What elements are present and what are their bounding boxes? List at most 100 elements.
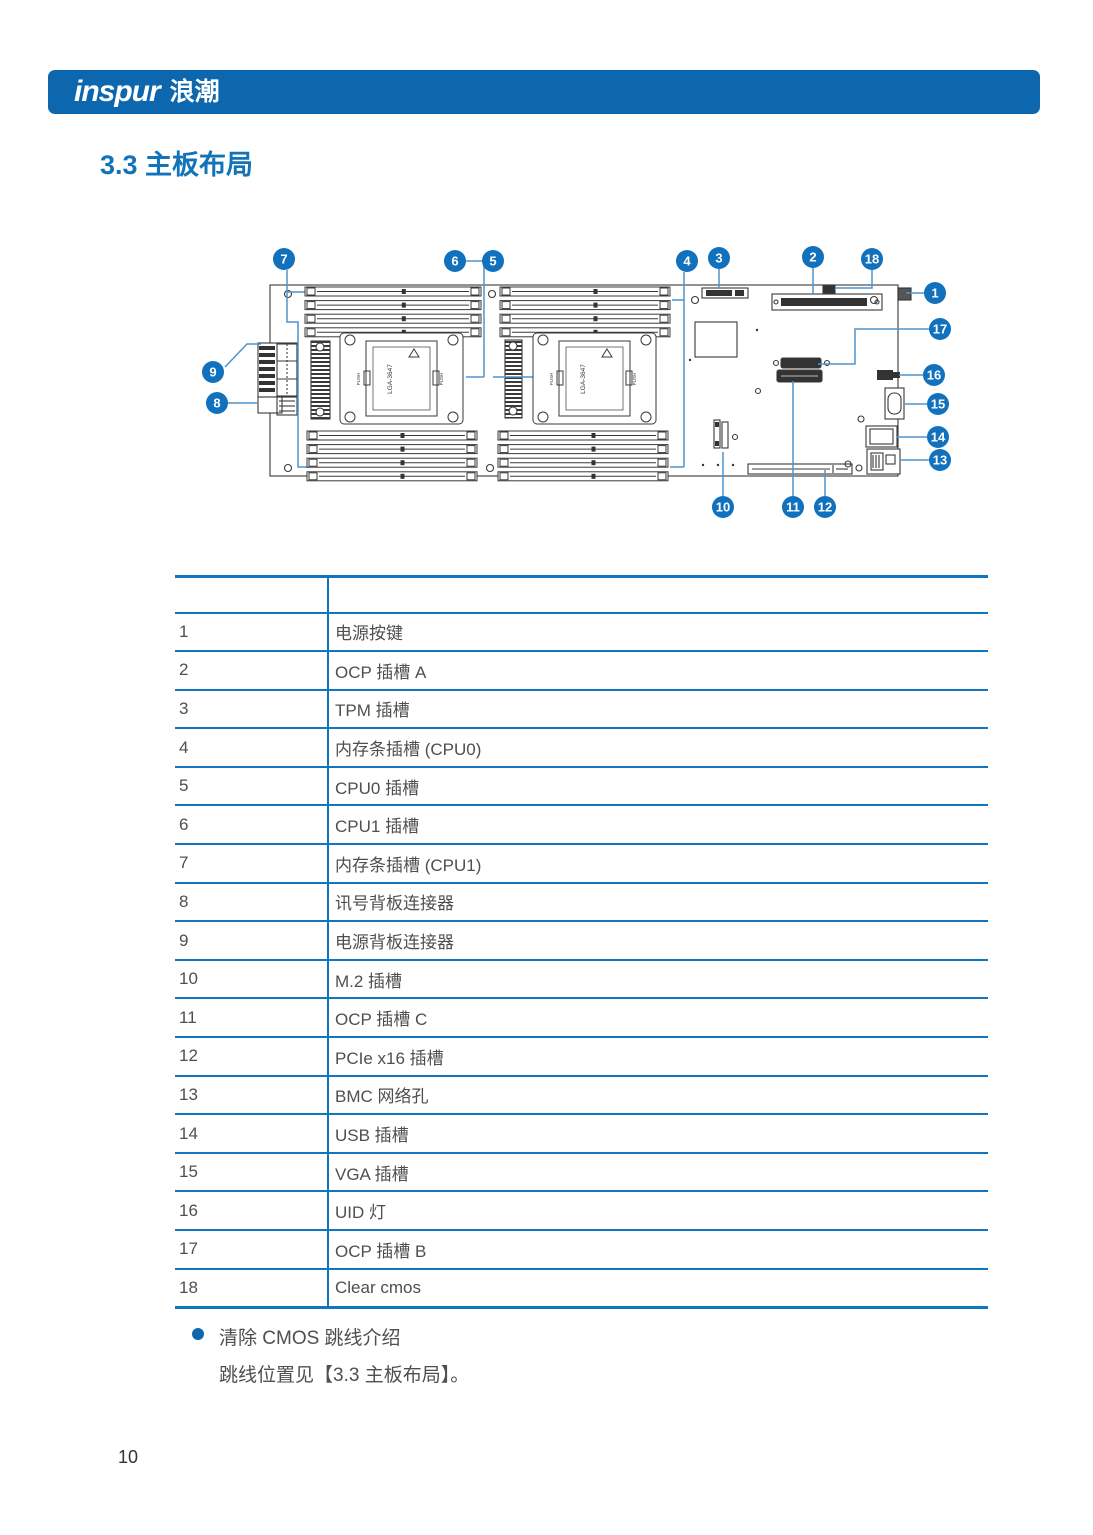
cpu1-power-connector xyxy=(310,340,331,420)
ocp-c-connector xyxy=(776,369,823,383)
svg-text:8: 8 xyxy=(213,396,220,411)
cell-label: OCP 插槽 B xyxy=(335,1241,427,1261)
table-row: 16 UID 灯 xyxy=(175,1191,988,1230)
callout-1: 1 xyxy=(924,282,946,304)
cell-number: 15 xyxy=(175,1152,329,1192)
callout-14: 14 xyxy=(927,426,949,448)
svg-text:3: 3 xyxy=(715,251,722,266)
cell-label: TPM 插槽 xyxy=(335,701,410,721)
svg-text:18: 18 xyxy=(865,252,879,267)
usb-port xyxy=(865,425,898,448)
table-row: 17 OCP 插槽 B xyxy=(175,1230,988,1269)
cpu1-socket: LGA-3647 PUSH PUSH xyxy=(339,332,464,425)
bmc-chip xyxy=(694,321,738,358)
bullet-icon xyxy=(192,1328,204,1340)
table-header-no xyxy=(175,576,329,613)
svg-text:14: 14 xyxy=(931,430,946,445)
svg-text:15: 15 xyxy=(931,397,945,412)
mounting-holes xyxy=(283,289,879,473)
solder-dots xyxy=(688,328,759,467)
callout-7: 7 xyxy=(273,248,295,270)
svg-text:6: 6 xyxy=(451,254,458,269)
cell-label: 电源按键 xyxy=(335,624,403,644)
svg-text:12: 12 xyxy=(818,500,832,515)
cell-number: 9 xyxy=(175,921,329,960)
cpu0-power-connector xyxy=(504,339,523,419)
callout-8: 8 xyxy=(206,392,228,414)
cell-number: 11 xyxy=(175,998,329,1038)
cell-number: 5 xyxy=(175,766,329,806)
tpm-connector xyxy=(701,287,749,299)
callout-18: 18 xyxy=(861,248,883,270)
table-row: 5 CPU0 插槽 xyxy=(175,766,988,806)
push-label-left: PUSH xyxy=(356,373,361,386)
table-row: 14 USB 插槽 xyxy=(175,1114,988,1153)
callout-17: 17 xyxy=(929,318,951,340)
callout-leader-lines xyxy=(224,260,929,496)
cell-number: 18 xyxy=(175,1268,329,1308)
cell-label: OCP 插槽 A xyxy=(335,662,427,682)
inspur-logo: inspur 浪潮 xyxy=(74,77,220,107)
callout-12: 12 xyxy=(814,496,836,518)
inspur-logo-latin: inspur xyxy=(74,75,161,108)
pcie-x16-slot xyxy=(747,463,863,475)
cell-number: 13 xyxy=(175,1075,329,1115)
svg-text:5: 5 xyxy=(489,254,496,269)
page-title: 3.3 主板布局 xyxy=(100,150,254,180)
push-label-left: PUSH xyxy=(549,373,554,386)
cell-number: 4 xyxy=(175,728,329,767)
cell-label: 讯号背板连接器 xyxy=(335,894,454,914)
cell-label: OCP 插槽 C xyxy=(335,1010,428,1030)
dimm-slot-group xyxy=(306,430,478,482)
callout-11: 11 xyxy=(782,496,804,518)
table-header-row xyxy=(175,576,988,613)
ocp-b-connector xyxy=(772,357,831,369)
cell-label: Clear cmos xyxy=(335,1277,421,1297)
svg-text:7: 7 xyxy=(280,252,287,267)
cell-number: 6 xyxy=(175,805,329,845)
svg-text:4: 4 xyxy=(683,254,691,269)
note-clear-cmos: 清除 CMOS 跳线介绍 xyxy=(219,1328,401,1349)
table-row: 1 电源按键 xyxy=(175,612,988,652)
vga-port xyxy=(884,387,905,420)
uid-led xyxy=(877,370,900,380)
table-row: 8 讯号背板连接器 xyxy=(175,882,988,922)
table-row: 12 PCIe x16 插槽 xyxy=(175,1037,988,1076)
cell-label: 内存条插槽 (CPU0) xyxy=(335,740,482,760)
push-label-right: PUSH xyxy=(632,373,637,386)
table-row: 10 M.2 插槽 xyxy=(175,959,988,999)
cell-number: 1 xyxy=(175,612,329,652)
cell-label: 内存条插槽 (CPU1) xyxy=(335,855,482,875)
component-table: 1 电源按键 2 OCP 插槽 A 3 TPM 插槽 4 内存条插槽 (CPU0) 5 CPU0 … xyxy=(175,575,988,1309)
table-row: 6 CPU1 插槽 xyxy=(175,805,988,845)
table-row: 11 OCP 插槽 C xyxy=(175,998,988,1038)
callout-15: 15 xyxy=(927,393,949,415)
svg-text:1: 1 xyxy=(931,286,938,301)
callout-2: 2 xyxy=(802,246,824,268)
cell-label: M.2 插槽 xyxy=(335,971,403,991)
power-button xyxy=(897,287,912,301)
cell-number: 16 xyxy=(175,1191,329,1230)
bmc-lan-port xyxy=(866,448,901,475)
cell-number: 8 xyxy=(175,882,329,922)
cell-label: VGA 插槽 xyxy=(335,1164,409,1184)
cell-number: 10 xyxy=(175,959,329,999)
cpu0-socket: LGA-3647 PUSH PUSH xyxy=(532,332,657,425)
cell-number: 14 xyxy=(175,1114,329,1153)
cell-number: 17 xyxy=(175,1230,329,1269)
table-row: 15 VGA 插槽 xyxy=(175,1152,988,1192)
svg-text:2: 2 xyxy=(809,250,816,265)
svg-text:11: 11 xyxy=(786,500,800,515)
cell-number: 7 xyxy=(175,844,329,883)
callout-9: 9 xyxy=(202,361,224,383)
table-row: 2 OCP 插槽 A xyxy=(175,651,988,690)
callout-4: 4 xyxy=(676,250,698,272)
cell-label: CPU0 插槽 xyxy=(335,778,420,798)
callout-3: 3 xyxy=(708,247,730,269)
table-row: 3 TPM 插槽 xyxy=(175,689,988,729)
push-label-right: PUSH xyxy=(439,373,444,386)
cell-label: PCIe x16 插槽 xyxy=(335,1048,444,1068)
page-number: 10 xyxy=(118,1447,139,1467)
cell-label: 电源背板连接器 xyxy=(335,933,454,953)
